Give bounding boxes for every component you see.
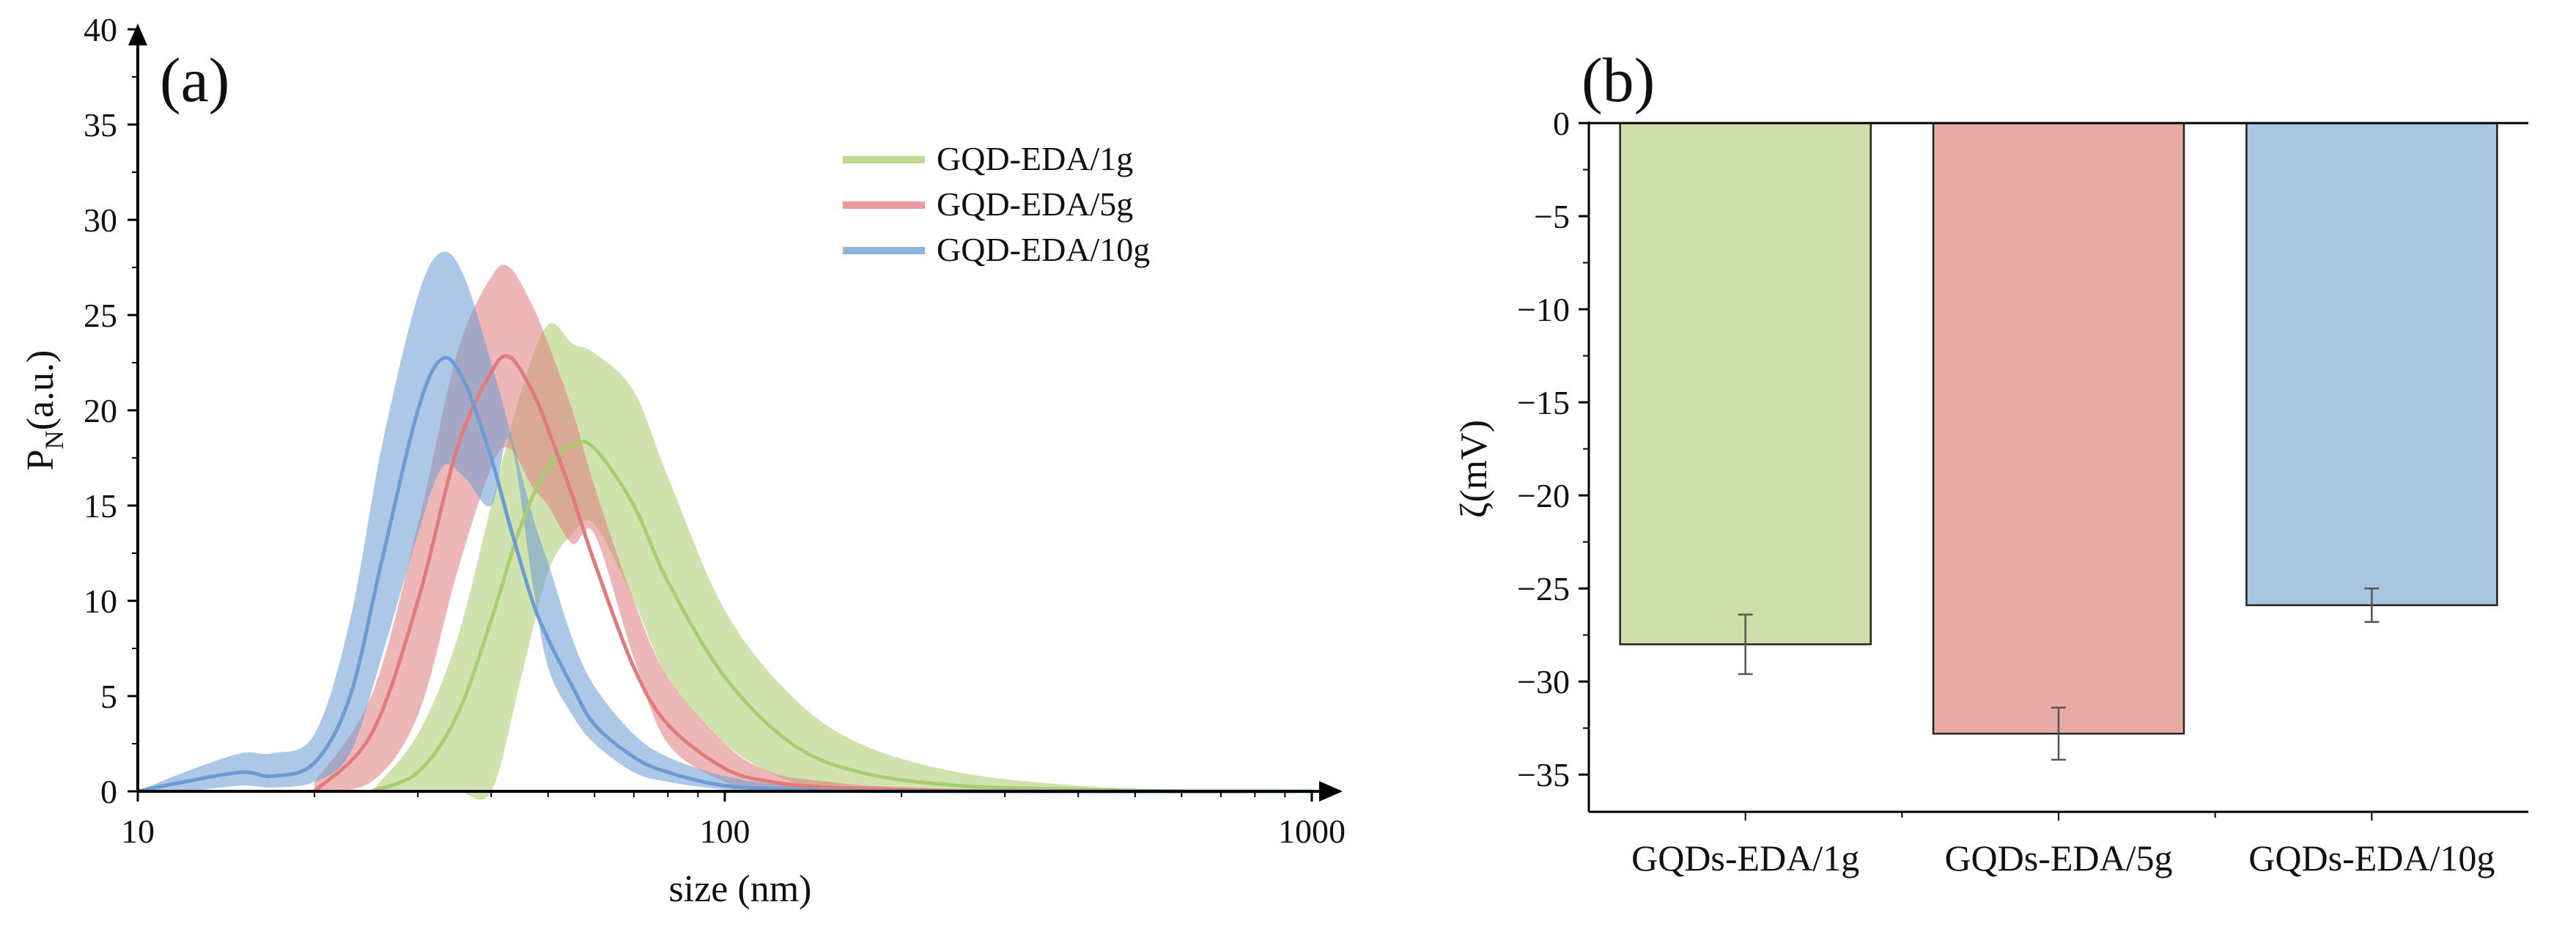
panel-a-y-tick-label: 40 <box>84 11 117 48</box>
panel-a-axes: 0 5 10 15 20 25 30 35 40 10 100 1000 <box>84 11 1346 850</box>
legend-label-gqd-eda-10g: GQD-EDA/10g <box>937 231 1150 268</box>
band-gqd-eda-10g <box>138 251 1312 792</box>
bar-gqds-eda-1g <box>1619 122 1872 646</box>
panel-a-y-tick-label: 30 <box>84 201 117 239</box>
panel-a-y-axis-title-main: P <box>20 449 62 470</box>
category-label-gqds-eda-1g: GQDs-EDA/1g <box>1631 837 1859 879</box>
panel-a-y-tick-label: 35 <box>84 106 117 144</box>
panel-a-lines <box>137 354 1313 794</box>
panel-a-x-tick-label: 1000 <box>1278 813 1346 850</box>
bar-gqds-eda-10g <box>2245 122 2498 607</box>
panel-b-y-tick-label: −35 <box>1517 756 1570 794</box>
panel-b-bars: GQDs-EDA/1g GQDs-EDA/5g GQDs-EDA/10g <box>1619 122 2498 879</box>
panel-b-axes: 0 −5 −10 −15 −20 −25 −30 −35 <box>1517 105 2528 821</box>
panel-a-x-tick-label: 100 <box>700 813 750 850</box>
panel-a-x-axis-arrow <box>1319 781 1343 802</box>
panel-b-y-tick-label: −10 <box>1517 291 1570 328</box>
panel-a-y-tick-label: 10 <box>84 582 117 620</box>
band-gqd-eda-5g <box>314 265 1313 792</box>
panel-b-y-tick-label: −30 <box>1517 663 1570 700</box>
panel-a-bands <box>138 251 1313 800</box>
panel-a-label: (a) <box>160 45 229 115</box>
panel-a-y-tick-label: 20 <box>84 392 117 429</box>
legend-label-gqd-eda-1g: GQD-EDA/1g <box>937 140 1133 177</box>
panel-b-y-tick-label: 0 <box>1553 105 1570 142</box>
line-gqd-eda-1g <box>370 440 1313 794</box>
panel-b-y-tick-label: −15 <box>1517 384 1570 421</box>
panel-a-y-axis-arrow <box>128 23 147 45</box>
panel-a-x-axis-title: size (nm) <box>669 868 812 910</box>
category-label-gqds-eda-5g: GQDs-EDA/5g <box>1944 837 2172 879</box>
panel-a-y-tick-label: 0 <box>100 773 117 810</box>
band-gqd-eda-1g <box>371 322 1313 800</box>
panel-a-y-tick-label: 25 <box>84 297 117 334</box>
panel-a-legend: GQD-EDA/1g GQD-EDA/5g GQD-EDA/10g <box>843 140 1150 268</box>
panel-a-x-tick-label: 10 <box>121 813 155 850</box>
panel-b-y-tick-label: −25 <box>1517 570 1570 607</box>
panel-b-zeta-potential-chart: GQDs-EDA/1g GQDs-EDA/5g GQDs-EDA/10g 0 −5 −1… <box>1453 45 2528 879</box>
panel-b-y-tick-label: −20 <box>1517 477 1570 514</box>
legend-label-gqd-eda-5g: GQD-EDA/5g <box>937 185 1133 223</box>
panel-b-label: (b) <box>1582 45 1655 115</box>
panel-a-y-axis-title: PN(a.u.) <box>20 350 69 471</box>
line-gqd-eda-5g <box>313 354 1313 794</box>
panel-b-y-tick-label: −5 <box>1534 198 1570 235</box>
panel-a-y-axis-title-rest: (a.u.) <box>20 350 62 431</box>
category-label-gqds-eda-10g: GQDs-EDA/10g <box>2248 837 2495 879</box>
line-gqd-eda-10g <box>137 355 1313 794</box>
panel-a-y-tick-label: 5 <box>100 678 117 715</box>
bar-gqds-eda-5g <box>1932 122 2185 735</box>
panel-b-y-axis-title: ζ(mV) <box>1453 420 1495 518</box>
panel-a-y-tick-label: 15 <box>84 487 117 525</box>
panel-a-y-axis-title-sub: N <box>40 430 69 449</box>
